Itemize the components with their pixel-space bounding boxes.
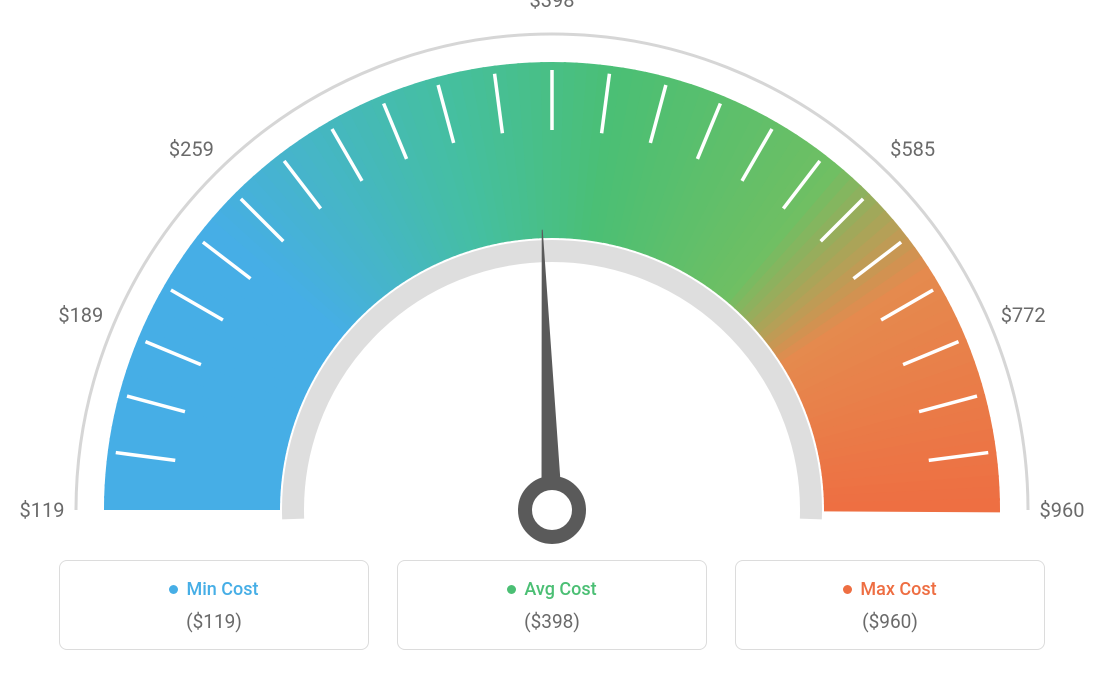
legend-label-max: Max Cost <box>860 579 936 600</box>
legend-card-min: Min Cost ($119) <box>59 560 369 650</box>
gauge-scale-label: $259 <box>169 137 214 161</box>
legend-value-max: ($960) <box>746 610 1034 633</box>
legend-row: Min Cost ($119) Avg Cost ($398) Max Cost… <box>0 560 1104 674</box>
gauge-chart: $119 $189 $259 $398 $585 $772 $960 <box>0 0 1104 560</box>
gauge-scale-label: $119 <box>20 498 65 522</box>
gauge-scale-label: $398 <box>530 0 575 12</box>
gauge-scale-label: $585 <box>890 137 935 161</box>
legend-dot-max <box>843 585 852 594</box>
gauge-needle-hub <box>525 483 579 537</box>
gauge-scale-label: $189 <box>58 303 103 327</box>
legend-label-avg: Avg Cost <box>524 579 596 600</box>
legend-value-avg: ($398) <box>408 610 696 633</box>
legend-value-min: ($119) <box>70 610 358 633</box>
legend-title-avg: Avg Cost <box>507 579 596 600</box>
legend-title-max: Max Cost <box>843 579 936 600</box>
legend-dot-avg <box>507 585 516 594</box>
legend-dot-min <box>169 585 178 594</box>
gauge-scale-label: $960 <box>1040 498 1085 522</box>
legend-title-min: Min Cost <box>169 579 258 600</box>
gauge-scale-label: $772 <box>1001 303 1046 327</box>
legend-card-avg: Avg Cost ($398) <box>397 560 707 650</box>
legend-card-max: Max Cost ($960) <box>735 560 1045 650</box>
gauge-svg <box>0 0 1104 560</box>
legend-label-min: Min Cost <box>186 579 258 600</box>
